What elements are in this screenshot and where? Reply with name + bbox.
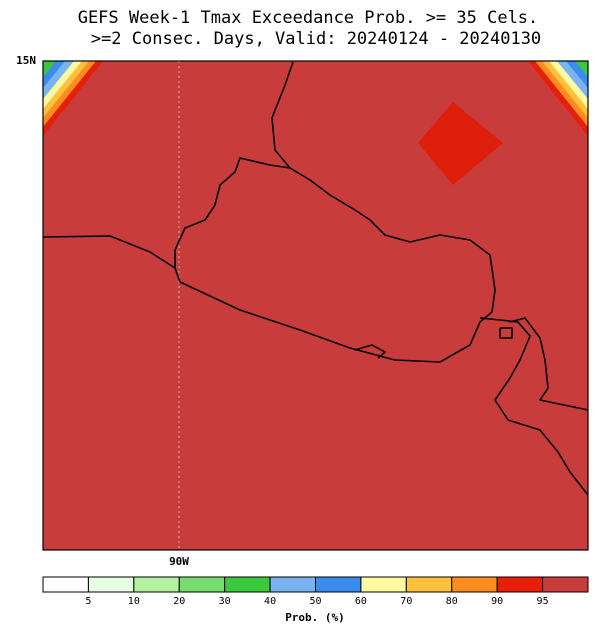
colorbar-tick-label: 30 — [219, 596, 231, 607]
coastlines — [42, 61, 589, 496]
colorbar-tick-label: 90 — [491, 596, 503, 607]
colorbar-box — [405, 576, 453, 593]
corner-left — [43, 61, 103, 136]
lon-label: 90W — [169, 555, 189, 568]
colorbar-tick-label: 80 — [446, 596, 458, 607]
colorbar-tick-label: 20 — [173, 596, 185, 607]
subtitle: >=2 Consec. Days, Valid: 20240124 - 2024… — [91, 29, 541, 49]
title: GEFS Week-1 Tmax Exceedance Prob. >= 35 … — [78, 8, 539, 28]
corner-right — [528, 61, 588, 136]
colorbar-box — [269, 576, 317, 593]
colorbar-box — [224, 576, 271, 593]
colorbar-box — [42, 576, 89, 593]
colorbar-box — [178, 576, 226, 593]
hotspot — [418, 102, 503, 185]
colorbar-box — [133, 576, 180, 593]
colorbar-tick-label: 70 — [400, 596, 412, 607]
colorbar: 5 10 20 30 40 50 60 70 80 90 95 — [42, 576, 589, 607]
colorbar-tick-label: 10 — [128, 596, 140, 607]
colorbar-label: Prob. (%) — [285, 611, 345, 624]
colorbar-tick-label: 60 — [355, 596, 367, 607]
colorbar-box — [451, 576, 498, 593]
map-frame — [42, 60, 589, 551]
lat-label: 15N — [16, 54, 36, 67]
map-area — [43, 61, 588, 550]
colorbar-tick-label: 50 — [309, 596, 321, 607]
colorbar-box — [496, 576, 544, 593]
colorbar-box — [87, 576, 135, 593]
colorbar-box — [360, 576, 407, 593]
colorbar-box — [315, 576, 362, 593]
colorbar-tick-label: 5 — [85, 596, 91, 607]
colorbar-tick-label: 95 — [537, 596, 549, 607]
colorbar-box — [542, 576, 589, 593]
colorbar-tick-label: 40 — [264, 596, 276, 607]
